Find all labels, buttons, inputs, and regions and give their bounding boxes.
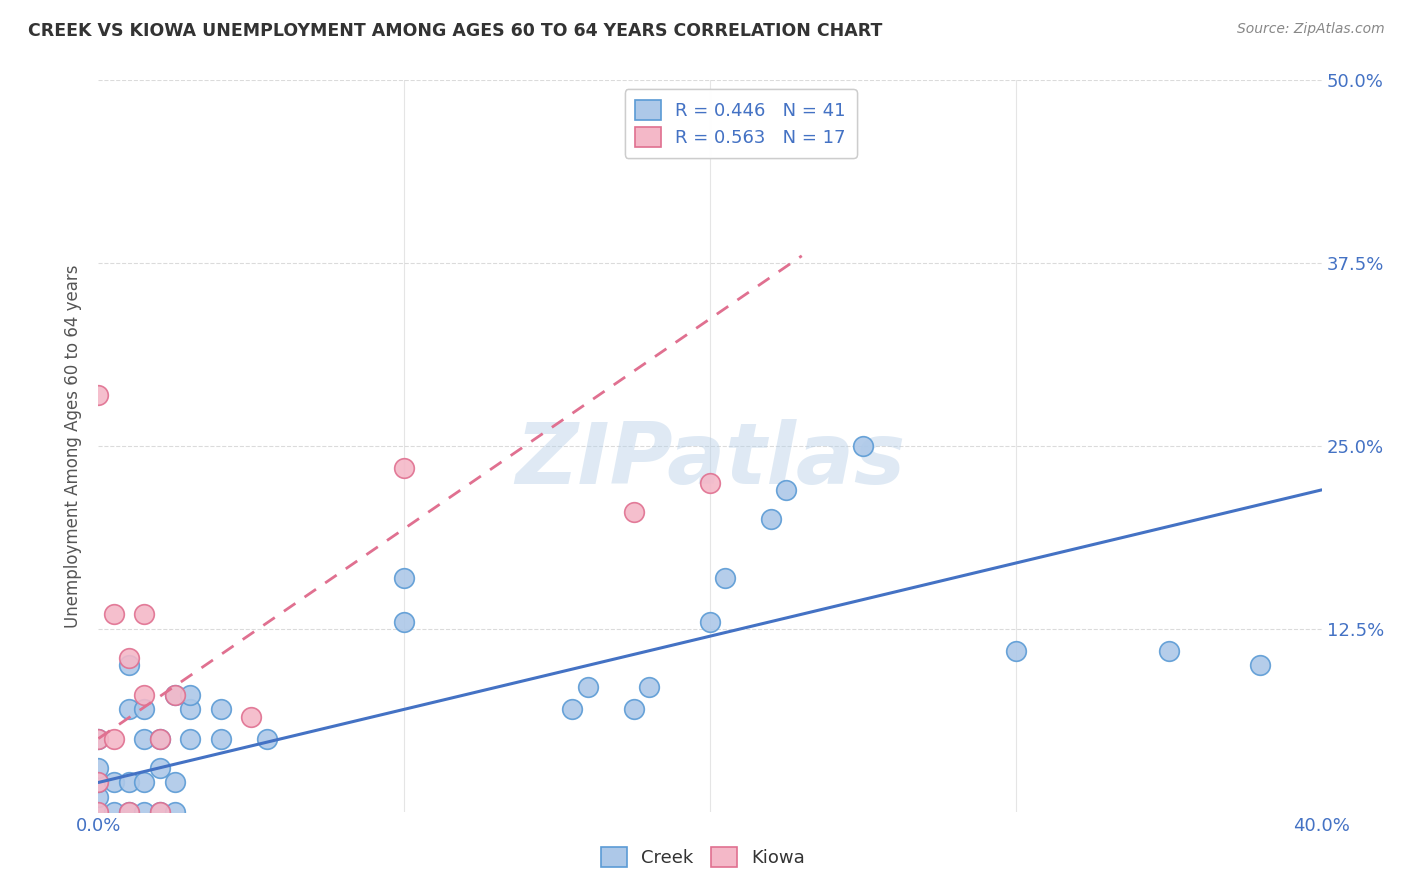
Point bbox=[118, 805, 141, 819]
Point bbox=[87, 805, 110, 819]
Point bbox=[134, 688, 156, 702]
Point bbox=[714, 571, 737, 585]
Point bbox=[392, 571, 416, 585]
Point bbox=[1157, 644, 1180, 658]
Point bbox=[103, 805, 125, 819]
Point bbox=[561, 702, 583, 716]
Point bbox=[149, 761, 172, 775]
Point bbox=[87, 805, 110, 819]
Point bbox=[392, 615, 416, 629]
Point bbox=[392, 461, 416, 475]
Text: Source: ZipAtlas.com: Source: ZipAtlas.com bbox=[1237, 22, 1385, 37]
Point bbox=[103, 775, 125, 789]
Point bbox=[134, 702, 156, 716]
Point bbox=[118, 775, 141, 789]
Point bbox=[163, 688, 186, 702]
Point bbox=[576, 681, 599, 695]
Point bbox=[637, 681, 661, 695]
Point bbox=[118, 658, 141, 673]
Point bbox=[1249, 658, 1271, 673]
Point bbox=[699, 475, 721, 490]
Point bbox=[103, 607, 125, 622]
Point bbox=[163, 775, 186, 789]
Point bbox=[87, 388, 110, 402]
Point bbox=[852, 439, 875, 453]
Point bbox=[87, 761, 110, 775]
Point bbox=[179, 702, 201, 716]
Point bbox=[149, 805, 172, 819]
Legend: Creek, Kiowa: Creek, Kiowa bbox=[593, 839, 813, 874]
Point bbox=[209, 731, 232, 746]
Text: CREEK VS KIOWA UNEMPLOYMENT AMONG AGES 60 TO 64 YEARS CORRELATION CHART: CREEK VS KIOWA UNEMPLOYMENT AMONG AGES 6… bbox=[28, 22, 883, 40]
Point bbox=[179, 688, 201, 702]
Point bbox=[179, 731, 201, 746]
Point bbox=[134, 775, 156, 789]
Point bbox=[256, 731, 278, 746]
Point bbox=[775, 483, 797, 497]
Point bbox=[134, 731, 156, 746]
Point bbox=[240, 709, 263, 723]
Point bbox=[759, 512, 782, 526]
Point bbox=[118, 805, 141, 819]
Point bbox=[87, 775, 110, 789]
Point bbox=[623, 505, 645, 519]
Point bbox=[87, 731, 110, 746]
Point bbox=[149, 731, 172, 746]
Point bbox=[134, 607, 156, 622]
Point bbox=[699, 615, 721, 629]
Point bbox=[209, 702, 232, 716]
Point bbox=[118, 702, 141, 716]
Point bbox=[87, 731, 110, 746]
Point bbox=[87, 775, 110, 789]
Point bbox=[149, 731, 172, 746]
Y-axis label: Unemployment Among Ages 60 to 64 years: Unemployment Among Ages 60 to 64 years bbox=[65, 264, 83, 628]
Point bbox=[87, 790, 110, 805]
Point bbox=[149, 805, 172, 819]
Text: ZIPatlas: ZIPatlas bbox=[515, 419, 905, 502]
Legend: R = 0.446   N = 41, R = 0.563   N = 17: R = 0.446 N = 41, R = 0.563 N = 17 bbox=[624, 89, 856, 158]
Point bbox=[163, 688, 186, 702]
Point bbox=[118, 651, 141, 665]
Point bbox=[103, 731, 125, 746]
Point bbox=[623, 702, 645, 716]
Point bbox=[163, 805, 186, 819]
Point bbox=[134, 805, 156, 819]
Point bbox=[1004, 644, 1026, 658]
